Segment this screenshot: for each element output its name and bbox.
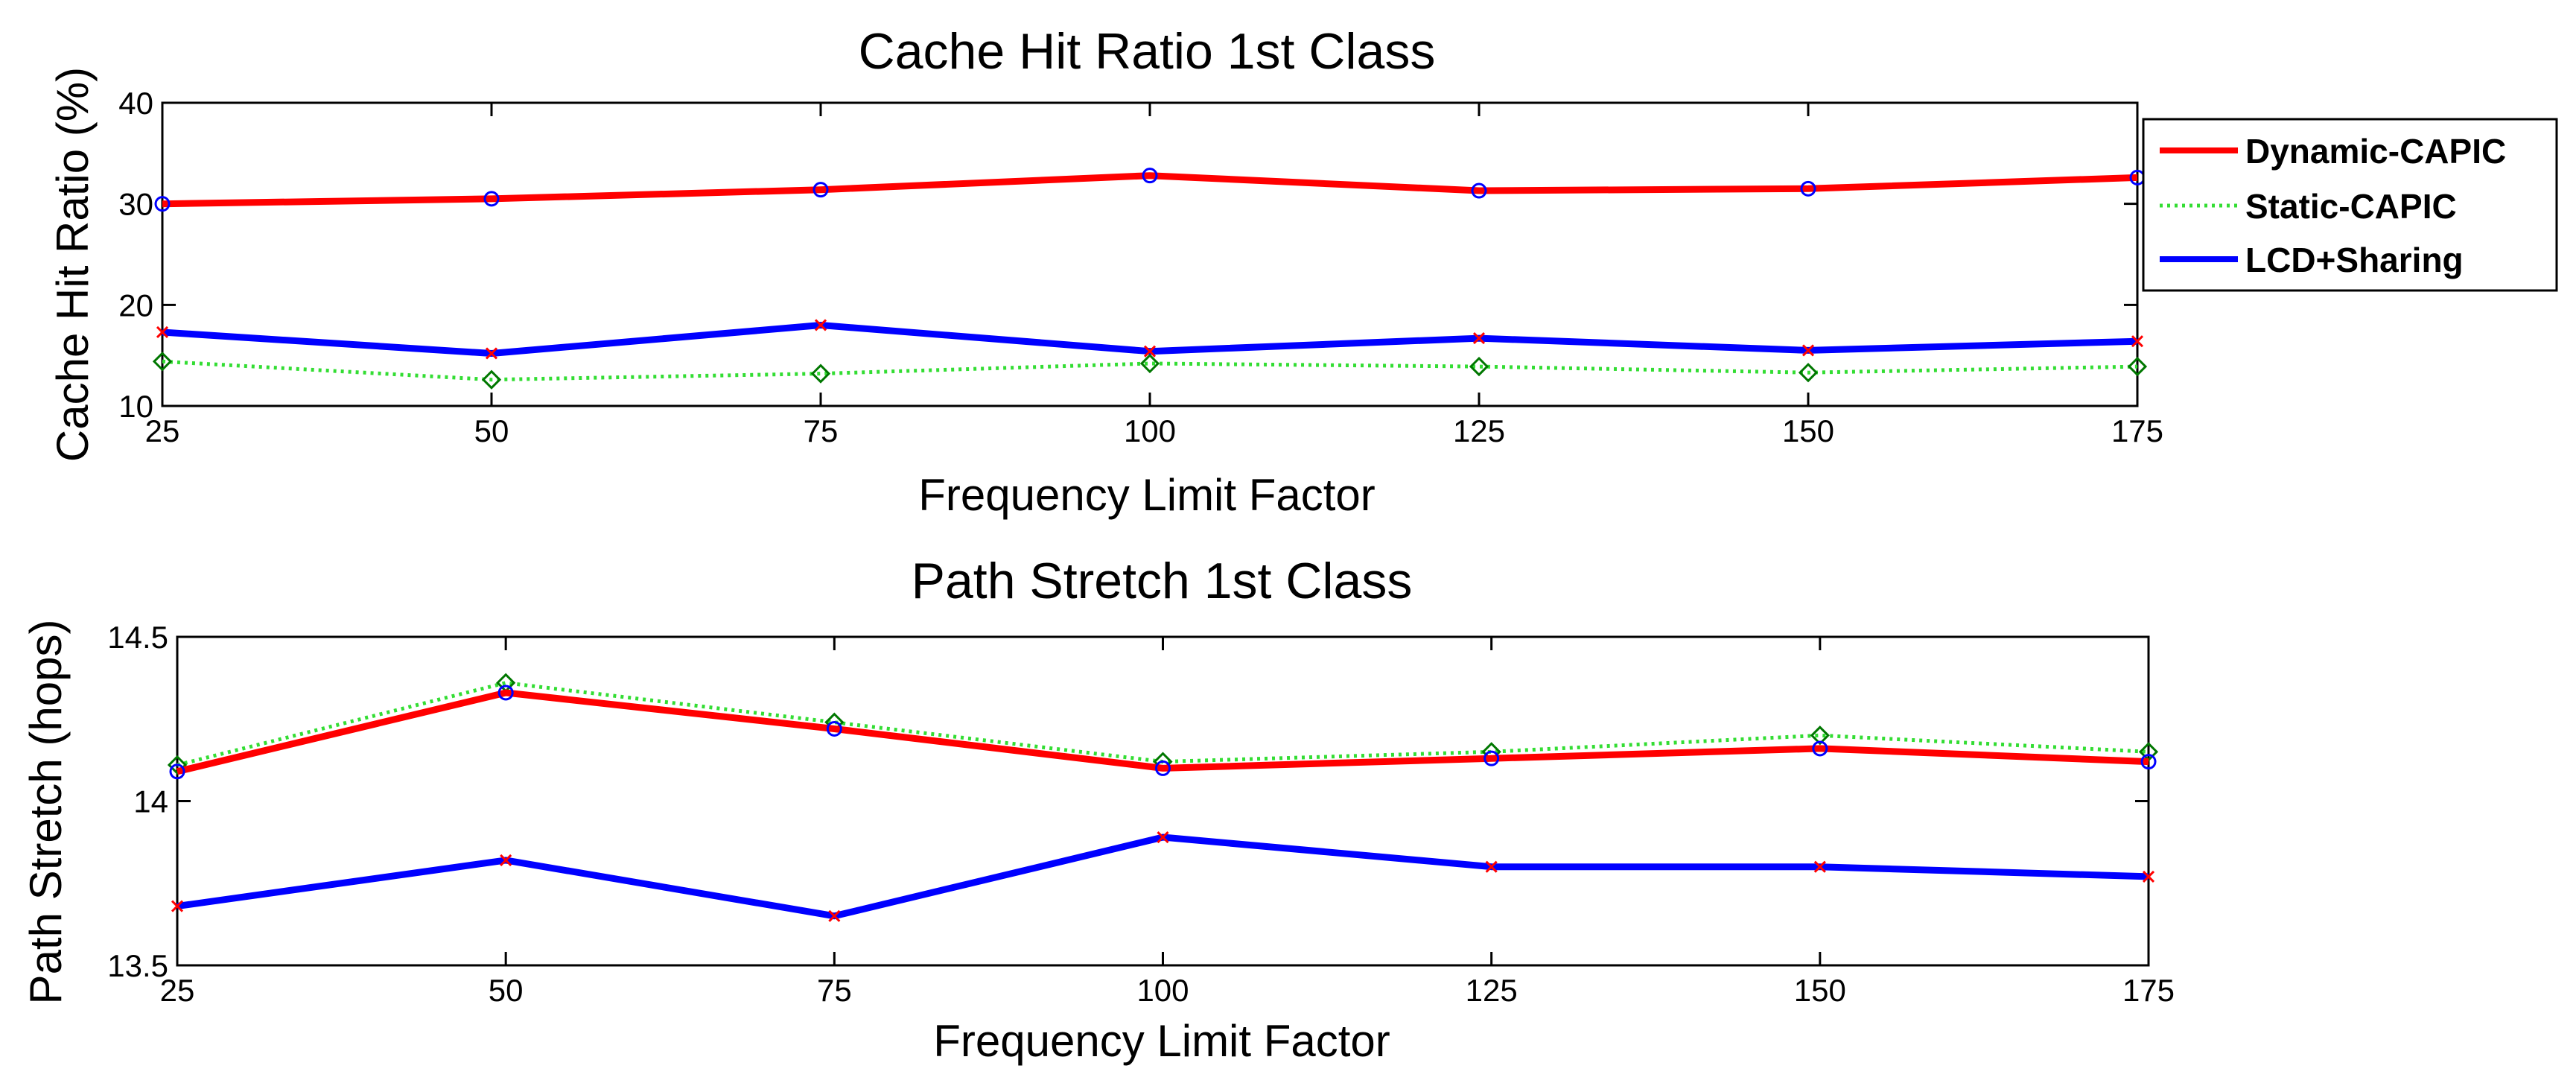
x-tick-label: 100 xyxy=(1124,413,1176,448)
x-tick-label: 25 xyxy=(160,973,195,1008)
data-point-dynamic-capic xyxy=(154,196,171,212)
x-tick-label: 150 xyxy=(1782,413,1834,448)
data-point-lcd-sharing xyxy=(1157,831,1169,844)
legend-label-static-capic: Static-CAPIC xyxy=(2245,187,2457,226)
x-tick-label: 150 xyxy=(1794,973,1846,1008)
data-point-lcd-sharing xyxy=(2131,335,2144,348)
y-tick-label: 30 xyxy=(118,187,153,222)
data-point-lcd-sharing xyxy=(500,854,512,866)
data-point-dynamic-capic xyxy=(1471,182,1487,199)
data-point-lcd-sharing xyxy=(1801,344,1815,357)
data-point-dynamic-capic xyxy=(1483,750,1500,766)
x-tick-label: 125 xyxy=(1453,413,1505,448)
data-point-static-capic xyxy=(1798,363,1819,383)
cache-hit-ratio-chart: Cache Hit Ratio 1st Class 25 50 75 100 125 15… xyxy=(48,23,2163,520)
legend: Dynamic-CAPIC Static-CAPIC LCD+Sharing xyxy=(2142,118,2558,292)
y-tick-label: 14 xyxy=(133,784,168,819)
data-point-lcd-sharing xyxy=(156,326,169,339)
data-point-static-capic xyxy=(152,352,173,372)
y-tick-label: 14.5 xyxy=(107,620,168,655)
x-axis-label: Frequency Limit Factor xyxy=(918,470,1376,520)
x-axis-label: Frequency Limit Factor xyxy=(933,1016,1390,1066)
data-point-dynamic-capic xyxy=(2140,754,2157,770)
x-tick-label: 175 xyxy=(2122,973,2175,1008)
path-stretch-chart: Path Stretch 1st Class 25 50 75 100 125 150 17… xyxy=(21,553,2175,1066)
data-point-static-capic xyxy=(1139,353,1160,374)
legend-label-dynamic-capic: Dynamic-CAPIC xyxy=(2245,132,2506,171)
series-line-dynamic-capic xyxy=(176,689,2149,775)
y-axis-label: Path Stretch (hops) xyxy=(21,620,71,1005)
y-tick-label: 13.5 xyxy=(107,948,168,983)
x-tick-label: 25 xyxy=(145,413,180,448)
data-point-lcd-sharing xyxy=(828,909,841,922)
x-tick-label: 100 xyxy=(1136,973,1189,1008)
chart-title: Cache Hit Ratio 1st Class xyxy=(859,23,1436,80)
data-point-static-capic xyxy=(167,755,188,775)
x-tick-label: 175 xyxy=(2111,413,2163,448)
data-point-dynamic-capic xyxy=(1155,760,1171,776)
x-tick-label: 50 xyxy=(489,973,524,1008)
data-point-lcd-sharing xyxy=(1143,345,1157,358)
x-tick-label: 50 xyxy=(474,413,509,448)
y-tick-label: 10 xyxy=(118,389,153,424)
data-point-static-capic xyxy=(481,369,502,390)
x-tick-label: 75 xyxy=(804,413,839,448)
chart-title: Path Stretch 1st Class xyxy=(912,553,1413,609)
data-point-dynamic-capic xyxy=(483,191,500,207)
data-point-dynamic-capic xyxy=(169,763,185,780)
y-tick-label: 20 xyxy=(118,288,153,323)
data-point-lcd-sharing xyxy=(171,900,184,912)
series-line-dynamic-capic xyxy=(162,172,2138,208)
plot-area: 25 50 75 100 125 150 175 10 20 30 40 xyxy=(118,86,2163,448)
data-point-static-capic xyxy=(1810,725,1830,746)
legend-label-lcd-sharing: LCD+Sharing xyxy=(2245,241,2464,279)
data-point-lcd-sharing xyxy=(2142,870,2155,883)
y-tick-label: 40 xyxy=(118,86,153,121)
data-point-dynamic-capic xyxy=(497,685,514,701)
data-point-dynamic-capic xyxy=(812,182,829,198)
data-point-static-capic xyxy=(1469,356,1489,377)
data-point-dynamic-capic xyxy=(1800,180,1816,197)
y-axis-label: Cache Hit Ratio (%) xyxy=(48,67,98,462)
data-point-lcd-sharing xyxy=(1485,860,1498,873)
x-tick-label: 75 xyxy=(817,973,852,1008)
data-point-lcd-sharing xyxy=(814,319,827,331)
data-point-lcd-sharing xyxy=(1472,332,1486,345)
data-point-dynamic-capic xyxy=(1142,168,1158,184)
data-point-lcd-sharing xyxy=(485,347,498,360)
data-point-dynamic-capic xyxy=(826,720,842,737)
plot-area: 25 50 75 100 125 150 175 13.5 14 14.5 xyxy=(107,620,2175,1008)
data-point-static-capic xyxy=(810,363,831,384)
data-point-static-capic xyxy=(2127,356,2148,377)
series-line-static-capic xyxy=(162,359,2138,382)
data-point-dynamic-capic xyxy=(1812,740,1828,757)
x-tick-label: 125 xyxy=(1466,973,1518,1008)
data-point-lcd-sharing xyxy=(1813,860,1826,873)
